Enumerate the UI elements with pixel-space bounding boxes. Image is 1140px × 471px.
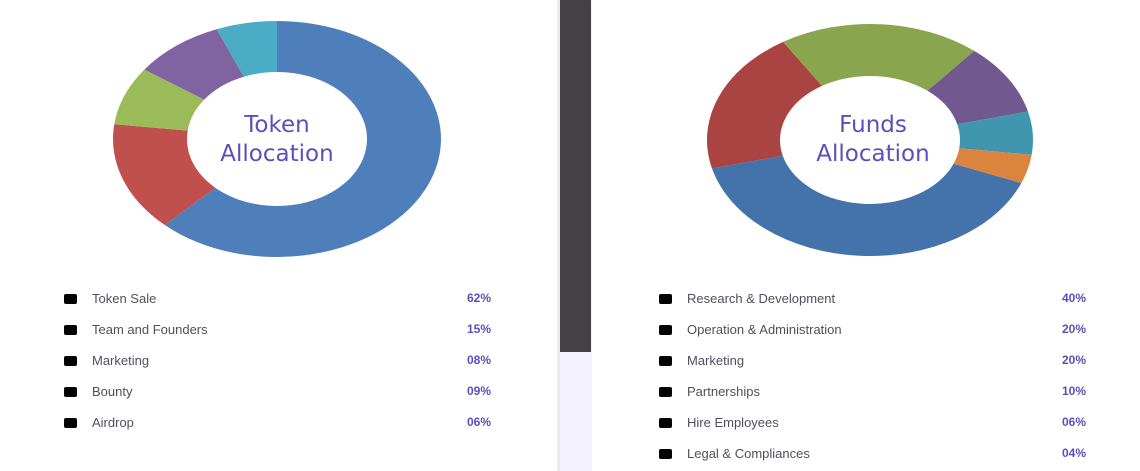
funds-allocation-title-line-2: Allocation bbox=[816, 141, 930, 167]
slice-marketing bbox=[783, 24, 975, 91]
legend-item-operation-administration: Operation & Administration 20% bbox=[659, 321, 1086, 341]
legend-bullet bbox=[64, 387, 77, 397]
legend-item-bounty: Bounty 09% bbox=[64, 383, 491, 403]
legend-value: 06% bbox=[1061, 415, 1086, 429]
legend-label: Airdrop bbox=[92, 415, 134, 430]
legend-item-marketing: Marketing 08% bbox=[64, 352, 491, 372]
slice-hire-employees bbox=[957, 111, 1033, 155]
legend-bullet bbox=[64, 325, 77, 335]
legend-label: Legal & Compliances bbox=[687, 446, 810, 461]
legend-value: 62% bbox=[466, 291, 491, 305]
funds-allocation-title: Funds Allocation bbox=[773, 111, 973, 169]
legend-bullet bbox=[659, 387, 672, 397]
legend-value: 40% bbox=[1061, 291, 1086, 305]
legend-value: 15% bbox=[466, 322, 491, 336]
legend-label: Research & Development bbox=[687, 291, 836, 306]
token-allocation-title: Token Allocation bbox=[177, 111, 377, 169]
legend-label: Token Sale bbox=[92, 291, 157, 306]
slice-legal-compliances bbox=[953, 148, 1032, 184]
slice-bounty bbox=[144, 29, 244, 100]
legend-label: Operation & Administration bbox=[687, 322, 842, 337]
legend-bullet bbox=[659, 418, 672, 428]
legend-label: Marketing bbox=[687, 353, 745, 368]
legend-value: 08% bbox=[466, 353, 491, 367]
legend-label: Bounty bbox=[92, 384, 133, 399]
funds-allocation-donut bbox=[707, 24, 1033, 256]
funds-allocation-title-line-1: Funds bbox=[839, 112, 907, 138]
token-allocation-title-line-2: Allocation bbox=[220, 141, 334, 167]
legend-value: 04% bbox=[1061, 446, 1086, 460]
legend-item-airdrop: Airdrop 06% bbox=[64, 414, 491, 434]
scrollbar-thumb[interactable] bbox=[560, 0, 591, 352]
legend-item-hire-employees: Hire Employees 06% bbox=[659, 414, 1086, 434]
legend-value: 09% bbox=[466, 384, 491, 398]
legend-value: 20% bbox=[1061, 322, 1086, 336]
slice-partnerships bbox=[927, 50, 1029, 125]
legend-label: Hire Employees bbox=[687, 415, 779, 430]
legend-bullet bbox=[659, 294, 672, 304]
token-allocation-title-line-1: Token bbox=[244, 112, 310, 138]
legend-item-legal-compliances: Legal & Compliances 04% bbox=[659, 445, 1086, 465]
slice-research-development bbox=[711, 155, 1022, 256]
legend-label: Marketing bbox=[92, 353, 150, 368]
legend-item-partnerships: Partnerships 10% bbox=[659, 383, 1086, 403]
legend-bullet bbox=[659, 325, 672, 335]
legend-bullet bbox=[64, 294, 77, 304]
slice-operation-administration bbox=[707, 41, 823, 169]
legend-item-team-and-founders: Team and Founders 15% bbox=[64, 321, 491, 341]
legend-bullet bbox=[659, 449, 672, 459]
slice-airdrop bbox=[216, 21, 277, 77]
legend-item-token-sale: Token Sale 62% bbox=[64, 290, 491, 310]
legend-value: 06% bbox=[466, 415, 491, 429]
legend-label: Partnerships bbox=[687, 384, 760, 399]
legend-value: 10% bbox=[1061, 384, 1086, 398]
legend-value: 20% bbox=[1061, 353, 1086, 367]
panel-gap bbox=[557, 0, 560, 471]
token-allocation-panel: Token Allocation Token Sale 62% Team and… bbox=[0, 0, 557, 471]
legend-label: Team and Founders bbox=[92, 322, 208, 337]
legend-item-marketing: Marketing 20% bbox=[659, 352, 1086, 372]
legend-bullet bbox=[64, 418, 77, 428]
legend-bullet bbox=[659, 356, 672, 366]
slice-marketing bbox=[114, 69, 205, 131]
slice-team-and-founders bbox=[112, 124, 216, 226]
legend-item-research-development: Research & Development 40% bbox=[659, 290, 1086, 310]
legend-bullet bbox=[64, 356, 77, 366]
funds-allocation-panel: Funds Allocation Research & Development … bbox=[592, 0, 1140, 471]
token-allocation-donut bbox=[112, 21, 442, 257]
slice-token-sale bbox=[164, 21, 442, 257]
